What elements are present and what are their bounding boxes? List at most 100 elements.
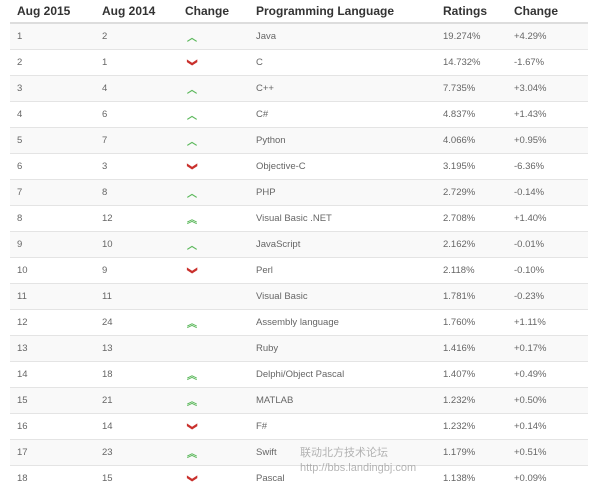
table-row: 6 3 ❯ Objective-C 3.195% -6.36% [10, 153, 588, 180]
table-row: 17 23 ︽ Swift 1.179% +0.51% [10, 439, 588, 466]
trend-cell: ︽ [178, 361, 249, 388]
rank-2014-cell: 15 [95, 465, 178, 491]
rating-change-cell: +3.04% [507, 75, 588, 102]
table-row: 7 8 ︿ PHP 2.729% -0.14% [10, 179, 588, 206]
trend-cell: ❯ [178, 257, 249, 284]
language-cell: PHP [249, 179, 436, 206]
table-row: 12 24 ︽ Assembly language 1.760% +1.11% [10, 309, 588, 336]
rank-2015-cell: 9 [10, 231, 95, 258]
language-cell: JavaScript [249, 231, 436, 258]
rating-change-cell: -1.67% [507, 49, 588, 76]
language-cell: Visual Basic .NET [249, 205, 436, 232]
rating-cell: 7.735% [436, 75, 507, 102]
rank-2014-cell: 8 [95, 179, 178, 206]
rating-change-cell: +0.09% [507, 465, 588, 491]
trend-cell: ︽ [178, 309, 249, 336]
trend-cell: ︽ [178, 205, 249, 232]
rank-2015-cell: 17 [10, 439, 95, 466]
rank-2014-cell: 2 [95, 22, 178, 50]
rating-change-cell: +0.14% [507, 413, 588, 440]
rank-2015-cell: 2 [10, 49, 95, 76]
table-row: 14 18 ︽ Delphi/Object Pascal 1.407% +0.49% [10, 361, 588, 388]
rating-change-cell: +1.11% [507, 309, 588, 336]
rank-2014-cell: 4 [95, 75, 178, 102]
trend-cell: ︿ [178, 231, 249, 258]
rank-2015-cell: 5 [10, 127, 95, 154]
language-cell: C++ [249, 75, 436, 102]
rating-cell: 4.066% [436, 127, 507, 154]
table-row: 3 4 ︿ C++ 7.735% +3.04% [10, 75, 588, 102]
rating-change-cell: -0.14% [507, 179, 588, 206]
rating-cell: 14.732% [436, 49, 507, 76]
table-row: 16 14 ❯ F# 1.232% +0.14% [10, 413, 588, 440]
rating-cell: 2.118% [436, 257, 507, 284]
rating-cell: 1.416% [436, 335, 507, 362]
rank-2015-cell: 14 [10, 361, 95, 388]
language-cell: Pascal [249, 465, 436, 491]
double-arrow-up-icon: ︽ [187, 319, 197, 330]
language-cell: Visual Basic [249, 283, 436, 310]
arrow-up-icon: ︿ [187, 85, 197, 96]
language-cell: Swift [249, 439, 436, 466]
rank-2014-cell: 9 [95, 257, 178, 284]
trend-cell: ︿ [178, 22, 249, 50]
language-cell: C# [249, 101, 436, 128]
rank-2014-cell: 6 [95, 101, 178, 128]
language-cell: F# [249, 413, 436, 440]
arrow-up-icon: ︿ [187, 137, 197, 148]
rank-2015-cell: 18 [10, 465, 95, 491]
rank-2015-cell: 4 [10, 101, 95, 128]
rating-change-cell: +0.50% [507, 387, 588, 414]
rating-change-cell: -0.01% [507, 231, 588, 258]
header-rating-change: Change [507, 0, 588, 24]
rank-2014-cell: 12 [95, 205, 178, 232]
ranking-table: Aug 2015 Aug 2014 Change Programming Lan… [10, 0, 588, 491]
rank-2014-cell: 7 [95, 127, 178, 154]
trend-cell [178, 283, 249, 310]
double-arrow-up-icon: ︽ [187, 215, 197, 226]
rating-change-cell: -0.23% [507, 283, 588, 310]
header-change: Change [178, 0, 249, 24]
rank-2015-cell: 16 [10, 413, 95, 440]
table-row: 1 2 ︿ Java 19.274% +4.29% [10, 22, 588, 50]
rating-cell: 1.760% [436, 309, 507, 336]
rating-change-cell: +1.40% [507, 205, 588, 232]
language-cell: Assembly language [249, 309, 436, 336]
language-cell: Objective-C [249, 153, 436, 180]
header-aug-2014: Aug 2014 [95, 0, 178, 24]
trend-cell: ❯ [178, 413, 249, 440]
table-row: 9 10 ︿ JavaScript 2.162% -0.01% [10, 231, 588, 258]
table-row: 8 12 ︽ Visual Basic .NET 2.708% +1.40% [10, 205, 588, 232]
arrow-up-icon: ︿ [187, 189, 197, 200]
rank-2015-cell: 6 [10, 153, 95, 180]
trend-cell: ❯ [178, 465, 249, 491]
table-row: 2 1 ❯ C 14.732% -1.67% [10, 49, 588, 76]
language-cell: C [249, 49, 436, 76]
rank-2014-cell: 23 [95, 439, 178, 466]
rank-2014-cell: 11 [95, 283, 178, 310]
rating-change-cell: -0.10% [507, 257, 588, 284]
rank-2015-cell: 13 [10, 335, 95, 362]
rank-2014-cell: 13 [95, 335, 178, 362]
rating-cell: 1.179% [436, 439, 507, 466]
rank-2014-cell: 18 [95, 361, 178, 388]
trend-cell: ❯ [178, 49, 249, 76]
rating-cell: 2.729% [436, 179, 507, 206]
arrow-up-icon: ︿ [187, 241, 197, 252]
trend-cell: ❯ [178, 153, 249, 180]
rating-change-cell: +0.51% [507, 439, 588, 466]
arrow-down-icon: ❯ [186, 266, 198, 275]
rating-change-cell: +4.29% [507, 22, 588, 50]
rating-change-cell: +1.43% [507, 101, 588, 128]
rating-cell: 19.274% [436, 22, 507, 50]
arrow-down-icon: ❯ [186, 422, 198, 431]
double-arrow-up-icon: ︽ [187, 397, 197, 408]
rating-cell: 1.781% [436, 283, 507, 310]
trend-cell: ︿ [178, 101, 249, 128]
language-cell: Java [249, 22, 436, 50]
rank-2014-cell: 21 [95, 387, 178, 414]
rank-2015-cell: 12 [10, 309, 95, 336]
trend-cell: ︽ [178, 387, 249, 414]
rank-2015-cell: 3 [10, 75, 95, 102]
trend-cell: ︿ [178, 75, 249, 102]
